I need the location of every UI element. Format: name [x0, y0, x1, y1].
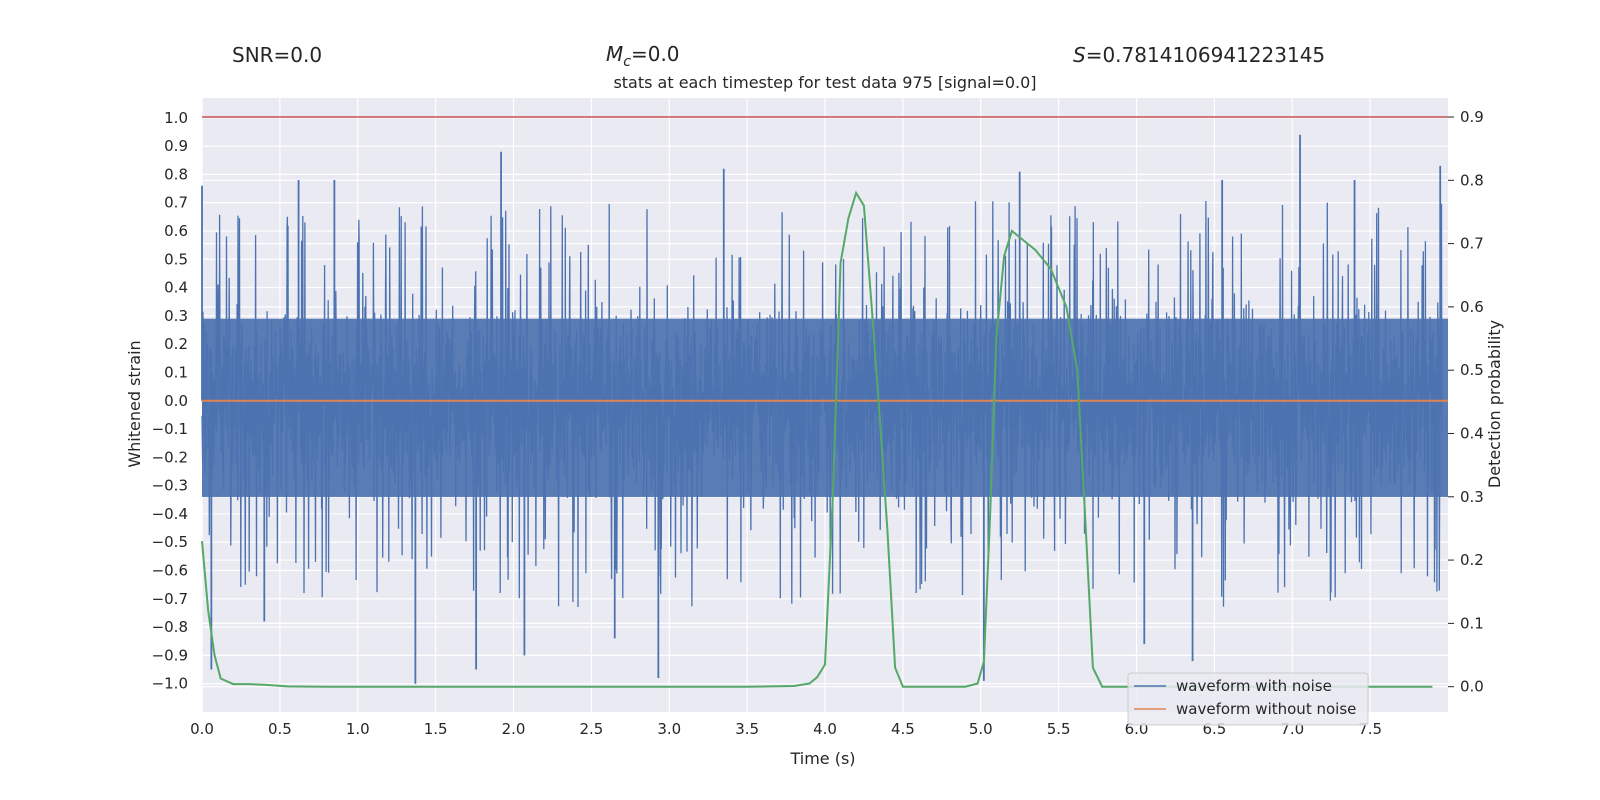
y-tick-label: 0.6	[164, 222, 188, 240]
x-tick-label: 3.5	[735, 720, 759, 738]
y2-tick-label: 0.9	[1460, 108, 1484, 126]
y-tick-label: −0.1	[152, 420, 188, 438]
mc-stat: Mc=0.0	[606, 42, 680, 70]
y-tick-label: −0.6	[152, 562, 188, 580]
y2-tick-label: 0.2	[1460, 551, 1484, 569]
x-tick-label: 0.5	[268, 720, 292, 738]
y-tick-label: −0.9	[152, 646, 188, 664]
s-stat: S=0.7814106941223145	[1073, 43, 1325, 67]
x-tick-label: 4.0	[813, 720, 837, 738]
y2-tick-label: 0.5	[1460, 361, 1484, 379]
x-tick-label: 2.0	[502, 720, 526, 738]
y-tick-label: 0.9	[164, 137, 188, 155]
legend-entry-clean: waveform without noise	[1176, 700, 1356, 718]
snr-stat: SNR=0.0	[232, 43, 322, 67]
detection-probability-line	[201, 190, 1433, 688]
y2-axis-label: Detection probability	[1485, 320, 1504, 488]
x-tick-label: 5.0	[969, 720, 993, 738]
y2-tick-label: 0.3	[1460, 488, 1484, 506]
x-tick-label: 4.5	[891, 720, 915, 738]
y-axis-ticks: 1.0 0.9 0.8 0.7 0.6 0.5 0.4 0.3 0.2 0.1 0.0 −0.1 −0.…	[152, 109, 188, 693]
y2-tick-label: 0.6	[1460, 298, 1484, 316]
chart-title: stats at each timestep for test data 975…	[613, 73, 1036, 92]
x-tick-label: 5.5	[1047, 720, 1071, 738]
legend-box	[1127, 672, 1369, 726]
x-tick-label: 2.5	[579, 720, 603, 738]
x-tick-label: 1.0	[346, 720, 370, 738]
y-tick-label: −0.7	[152, 590, 188, 608]
y-tick-label: 0.1	[164, 363, 188, 381]
s-value: =0.7814106941223145	[1086, 43, 1325, 67]
legend: waveform with noise waveform without noi…	[1127, 672, 1369, 726]
x-tick-label: 0.0	[190, 720, 214, 738]
y2-tick-label: 0.1	[1460, 614, 1484, 632]
x-tick-label: 3.0	[657, 720, 681, 738]
y-tick-label: −1.0	[152, 675, 188, 693]
legend-entry-noisy: waveform with noise	[1176, 677, 1332, 695]
y-tick-label: −0.4	[152, 505, 188, 523]
mc-value: =0.0	[631, 42, 680, 66]
y2-axis-ticks: 0.9 0.8 0.7 0.6 0.5 0.4 0.3 0.2 0.1 0.0	[1448, 108, 1484, 696]
y-tick-label: 0.2	[164, 335, 188, 353]
y-tick-label: −0.5	[152, 533, 188, 551]
noisy-waveform-series	[201, 134, 1448, 684]
x-tick-label: 1.5	[424, 720, 448, 738]
y-tick-label: −0.2	[152, 448, 188, 466]
y-tick-label: −0.8	[152, 618, 188, 636]
mc-symbol: M	[606, 42, 623, 66]
mc-subscript: c	[623, 54, 631, 70]
y-tick-label: 0.5	[164, 250, 188, 268]
s-symbol: S	[1073, 43, 1086, 67]
x-axis-ticks: 0.0 0.5 1.0 1.5 2.0 2.5 3.0 3.5 4.0 4.5 5.0 5.5 6.0 6…	[190, 720, 1382, 738]
noisy-waveform-core	[202, 318, 1448, 497]
y-tick-label: 0.4	[164, 279, 188, 297]
y-tick-label: 0.3	[164, 307, 188, 325]
y-tick-label: 0.0	[164, 392, 188, 410]
y2-tick-label: 0.4	[1460, 424, 1484, 442]
y2-tick-label: 0.0	[1460, 678, 1484, 696]
x-axis-label: Time (s)	[789, 749, 855, 768]
y-tick-label: −0.3	[152, 477, 188, 495]
y-tick-label: 0.7	[164, 194, 188, 212]
y-tick-label: 0.8	[164, 165, 188, 183]
y-axis-label: Whitened strain	[125, 340, 144, 467]
y2-tick-label: 0.7	[1460, 235, 1484, 253]
y-tick-label: 1.0	[164, 109, 188, 127]
y2-tick-label: 0.8	[1460, 171, 1484, 189]
